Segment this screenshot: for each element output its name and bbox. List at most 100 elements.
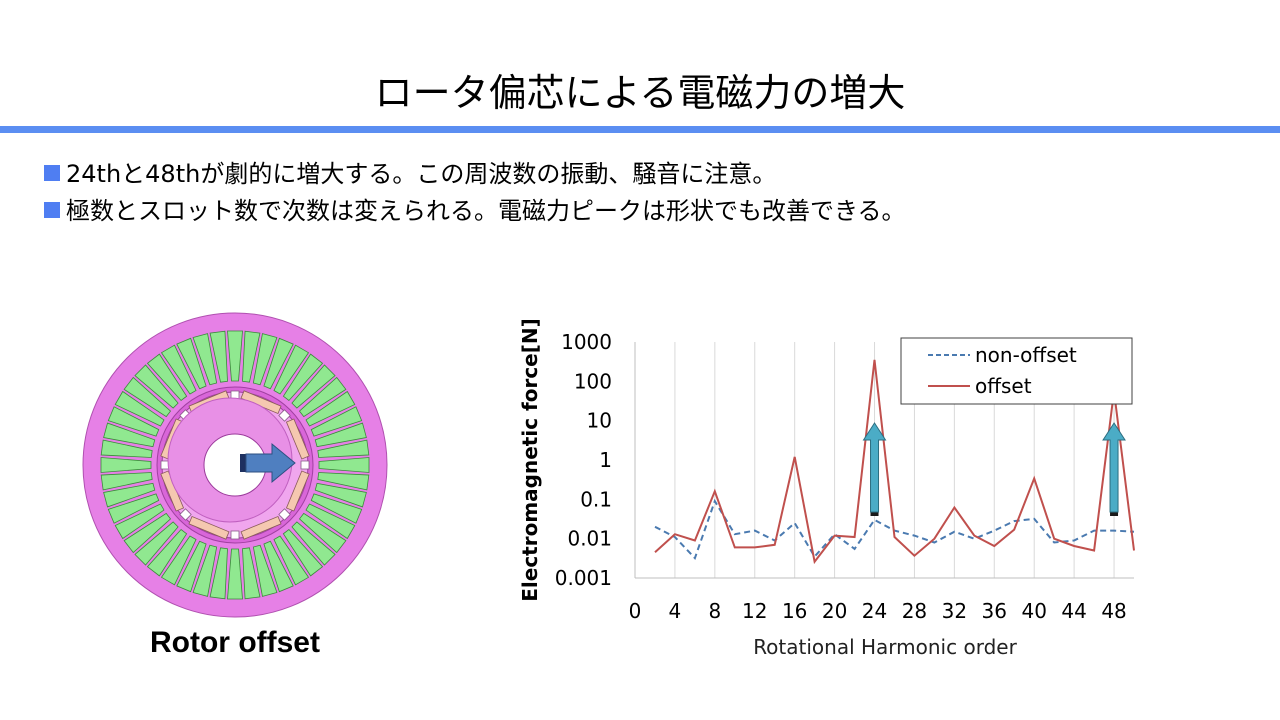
stator-tooth [291, 521, 336, 566]
stator-tooth [134, 521, 179, 566]
stator-tooth [107, 493, 160, 524]
stator-tooth [100, 472, 153, 491]
rotor-magnet [188, 515, 230, 540]
stator-slots [100, 330, 370, 600]
x-tick-label: 36 [982, 599, 1007, 623]
bullet-item: 極数とスロット数で次数は変えられる。電磁力ピークは形状でも改善できる。 [44, 193, 906, 230]
flux-barrier [179, 508, 192, 521]
flux-barrier [230, 530, 240, 540]
x-tick-label: 4 [669, 599, 682, 623]
title-divider [0, 126, 1280, 133]
stator-tooth [317, 472, 370, 491]
stator-tooth [317, 439, 370, 458]
y-tick-label: 0.1 [580, 487, 612, 511]
stator-tooth [291, 364, 336, 409]
up-arrow-icon [862, 422, 887, 516]
stator-tooth [100, 439, 153, 458]
stator-tooth [209, 547, 228, 600]
stator-tooth [242, 547, 261, 600]
stator-tooth [146, 353, 188, 402]
stator-tooth [314, 482, 367, 508]
x-tick-label: 40 [1021, 599, 1046, 623]
stator-tooth [305, 390, 356, 427]
square-bullet-icon [44, 165, 60, 181]
y-tick-label: 0.01 [567, 527, 612, 551]
x-tick-label: 12 [742, 599, 767, 623]
chart-series [654, 359, 1135, 565]
flux-barrier [278, 409, 291, 422]
stator-tooth [298, 376, 347, 418]
stator-tooth [242, 330, 261, 383]
stator-tooth [146, 528, 188, 577]
x-tick-label: 48 [1101, 599, 1126, 623]
y-tick-label: 10 [587, 409, 612, 433]
x-tick-label: 8 [708, 599, 721, 623]
y-tick-label: 1000 [561, 330, 612, 354]
up-arrow-icon [1102, 422, 1126, 516]
x-tick-label: 44 [1061, 599, 1086, 623]
bullet-text: 極数とスロット数で次数は変えられる。電磁力ピークは形状でも改善できる。 [66, 197, 906, 225]
stator-tooth [134, 364, 179, 409]
stator-tooth [107, 406, 160, 437]
y-tick-labels: 0.001 0.01 0.1 1 10 100 1000 [555, 330, 612, 590]
stator-tooth [310, 406, 363, 437]
rotor-magnets [160, 390, 310, 540]
y-tick-label: 0.001 [555, 566, 612, 590]
slide-title: ロータ偏芯による電磁力の増大 [374, 71, 906, 115]
stator-tooth [318, 457, 370, 473]
series-line-offset [654, 359, 1135, 565]
bullet-list: 24thと48thが劇的に増大する。この周波数の振動、騒音に注意。 極数とスロッ… [44, 156, 906, 230]
rotor-magnet [285, 470, 310, 512]
stator-tooth [100, 457, 152, 473]
stator-tooth [114, 390, 165, 427]
stator-tooth [192, 333, 218, 386]
stator-tooth [314, 422, 367, 448]
stator-tooth [227, 330, 243, 382]
stator-tooth [310, 493, 363, 524]
stator-tooth [252, 333, 278, 386]
rotor-magnet [285, 418, 310, 460]
bullet-text: 24thと48thが劇的に増大する。この周波数の振動、騒音に注意。 [66, 160, 777, 188]
y-axis-label: Electromagnetic force[N] [518, 318, 542, 602]
stator-tooth [273, 535, 310, 586]
stator-tooth [252, 544, 278, 597]
stator-tooth [263, 337, 294, 390]
motor-cross-section [82, 312, 388, 618]
stator-tooth [176, 540, 207, 593]
legend-label: offset [975, 374, 1032, 398]
stator-tooth [263, 540, 294, 593]
stator-tooth [227, 548, 243, 600]
x-tick-label: 28 [902, 599, 927, 623]
stator-tooth [123, 376, 172, 418]
stator-tooth [160, 535, 197, 586]
x-tick-label: 24 [862, 599, 887, 623]
x-tick-label: 16 [782, 599, 807, 623]
x-tick-labels: 0 4 8 12 16 20 24 28 32 36 40 44 48 [629, 599, 1127, 623]
rotor-magnet [240, 515, 282, 540]
stator-tooth [298, 512, 347, 554]
chart-grid [634, 342, 1134, 579]
x-axis-label: Rotational Harmonic order [753, 635, 1017, 659]
motor-caption: Rotor offset [150, 626, 320, 659]
stator-tooth [114, 503, 165, 540]
stator-tooth [192, 544, 218, 597]
chart-legend: non-offset offset [900, 337, 1133, 405]
stator-tooth [103, 422, 156, 448]
legend-box [900, 337, 1133, 405]
flux-barrier [278, 508, 291, 521]
x-tick-label: 0 [629, 599, 642, 623]
bullet-item: 24thと48thが劇的に増大する。この周波数の振動、騒音に注意。 [44, 156, 906, 193]
offset-arrow-icon [240, 442, 296, 484]
x-tick-label: 32 [942, 599, 967, 623]
y-tick-label: 1 [599, 448, 612, 472]
stator-tooth [282, 353, 324, 402]
chart-annotations [862, 422, 1126, 516]
stator-tooth [305, 503, 356, 540]
stator-tooth [273, 344, 310, 395]
stator-tooth [176, 337, 207, 390]
x-tick-label: 20 [822, 599, 847, 623]
stator-tooth [103, 482, 156, 508]
y-tick-label: 100 [574, 369, 612, 393]
legend-label: non-offset [975, 343, 1077, 367]
